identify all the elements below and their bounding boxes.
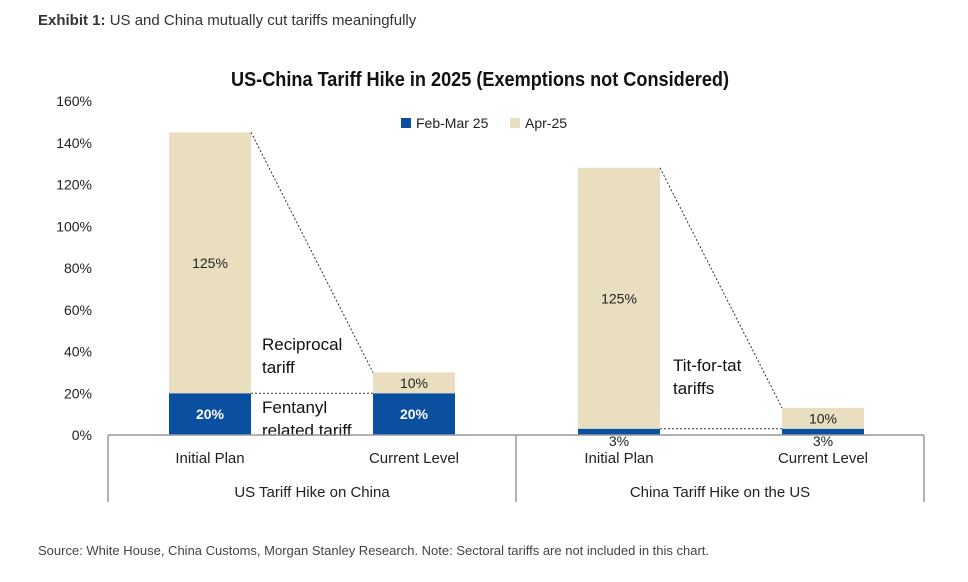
y-tick-label: 80% <box>64 260 92 276</box>
bar-label-apr: 10% <box>809 410 837 426</box>
bar-feb-mar <box>578 428 660 435</box>
legend-label-apr: Apr-25 <box>525 115 567 131</box>
bar-label-feb-mar: 20% <box>196 406 225 422</box>
chart-title: US-China Tariff Hike in 2025 (Exemptions… <box>231 69 729 91</box>
bar-feb-mar <box>169 393 251 435</box>
y-tick-label: 140% <box>56 135 92 151</box>
bar-feb-mar <box>782 428 864 435</box>
x-category-label: Current Level <box>778 450 868 467</box>
bar-feb-mar <box>373 393 455 435</box>
y-tick-label: 120% <box>56 177 92 193</box>
connector-top-dotted <box>250 132 374 373</box>
group-label: China Tariff Hike on the US <box>630 484 810 501</box>
bar-apr <box>782 407 864 429</box>
group-label: US Tariff Hike on China <box>234 484 390 501</box>
bar-label-apr: 125% <box>192 255 228 271</box>
bar-label-feb-mar: 3% <box>813 433 833 449</box>
y-tick-label: 60% <box>64 302 92 318</box>
annotation-text: tariffs <box>673 379 714 398</box>
annotation-text: related tariff <box>262 421 352 440</box>
bar-label-apr: 10% <box>400 375 428 391</box>
y-tick-label: 0% <box>72 427 92 443</box>
annotation-text: tariff <box>262 358 295 377</box>
legend-label-feb-mar: Feb-Mar 25 <box>416 115 489 131</box>
x-category-label: Initial Plan <box>175 450 244 467</box>
source-note: Source: White House, China Customs, Morg… <box>38 543 710 558</box>
y-tick-label: 20% <box>64 385 92 401</box>
exhibit-caption: Exhibit 1: US and China mutually cut tar… <box>38 12 416 29</box>
y-tick-label: 160% <box>56 93 92 109</box>
bar-label-apr: 125% <box>601 290 637 306</box>
exhibit-label: Exhibit 1: <box>38 12 106 29</box>
bar-apr <box>169 132 251 394</box>
bar-apr <box>578 167 660 429</box>
exhibit-text: US and China mutually cut tariffs meanin… <box>109 12 417 29</box>
annotation-text: Reciprocal <box>262 335 342 354</box>
legend-swatch-feb-mar <box>401 118 411 128</box>
tariff-chart: US-China Tariff Hike in 2025 (Exemptions… <box>56 69 925 502</box>
y-tick-label: 40% <box>64 344 92 360</box>
x-category-label: Current Level <box>369 450 459 467</box>
bar-apr <box>373 372 455 394</box>
legend-swatch-apr <box>510 118 520 128</box>
connector-top-dotted <box>659 167 783 409</box>
x-category-label: Initial Plan <box>584 450 653 467</box>
annotation-text: Tit-for-tat <box>673 356 742 375</box>
y-tick-label: 100% <box>56 218 92 234</box>
annotation-text: Fentanyl <box>262 398 327 417</box>
bar-label-feb-mar: 20% <box>400 406 429 422</box>
bar-label-feb-mar: 3% <box>609 433 629 449</box>
